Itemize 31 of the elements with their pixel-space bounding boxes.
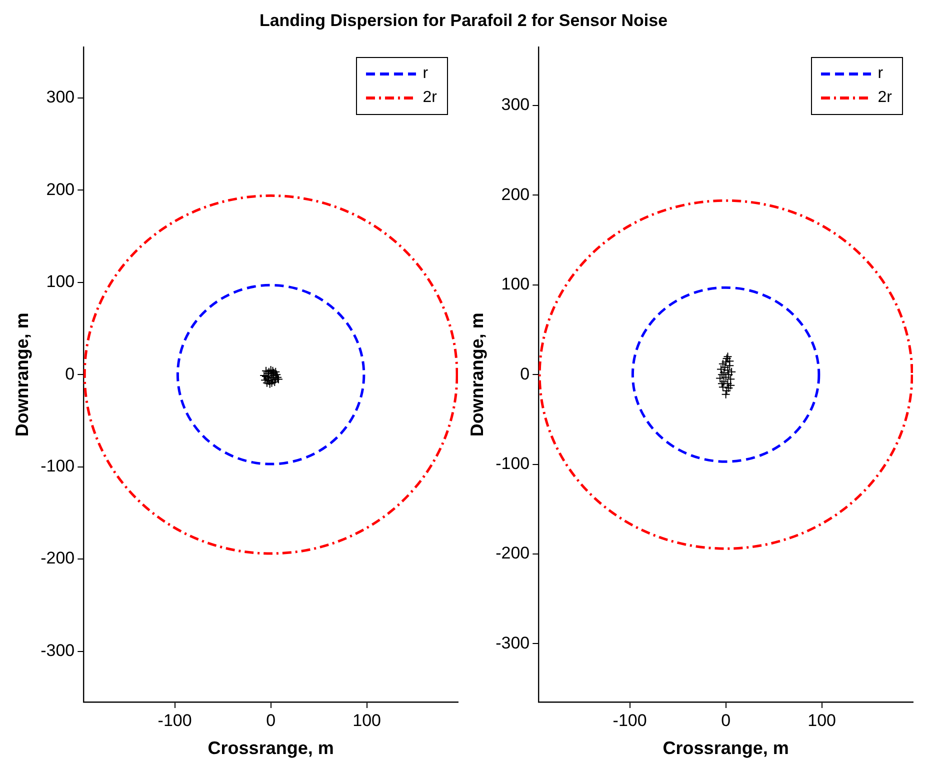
y-tick-label: 100 <box>46 272 75 292</box>
x-axis-title: Crossrange, m <box>662 738 789 758</box>
y-tick-label: -300 <box>496 633 530 652</box>
x-tick-label: -100 <box>612 710 647 730</box>
y-tick-label: -300 <box>40 640 75 660</box>
y-tick-label: 300 <box>501 95 530 114</box>
y-tick-label: 0 <box>65 364 75 384</box>
y-tick-label: 0 <box>520 364 530 384</box>
y-axis-title: Downrange, m <box>466 312 487 437</box>
x-tick-label: -100 <box>158 710 192 730</box>
y-tick-label: 200 <box>501 184 530 204</box>
y-tick-label: -200 <box>496 544 530 563</box>
x-tick-label: 0 <box>721 710 731 730</box>
x-axis-title: Crossrange, m <box>208 738 334 758</box>
legend-box: r 2r <box>810 57 903 116</box>
y-tick-label: 100 <box>501 274 530 294</box>
y-tick-label: 300 <box>46 88 75 107</box>
annotation: 2r <box>422 89 437 108</box>
x-tick-label: 0 <box>266 710 276 730</box>
y-tick-label: -100 <box>496 454 530 473</box>
x-tick-label: 100 <box>808 710 836 730</box>
y-tick-label: -200 <box>40 548 75 568</box>
x-tick-label: 100 <box>352 710 381 730</box>
annotation: r <box>878 65 884 84</box>
legend-box: r 2r <box>356 57 448 116</box>
annotation: 2r <box>878 89 892 108</box>
y-tick-label: -100 <box>40 456 75 476</box>
y-tick-label: 200 <box>46 180 75 199</box>
chart-title: Landing Dispersion for Parafoil 2 for Sensor Noise <box>258 10 669 32</box>
y-axis-title: Downrange, m <box>12 312 32 437</box>
annotation: r <box>422 65 428 84</box>
